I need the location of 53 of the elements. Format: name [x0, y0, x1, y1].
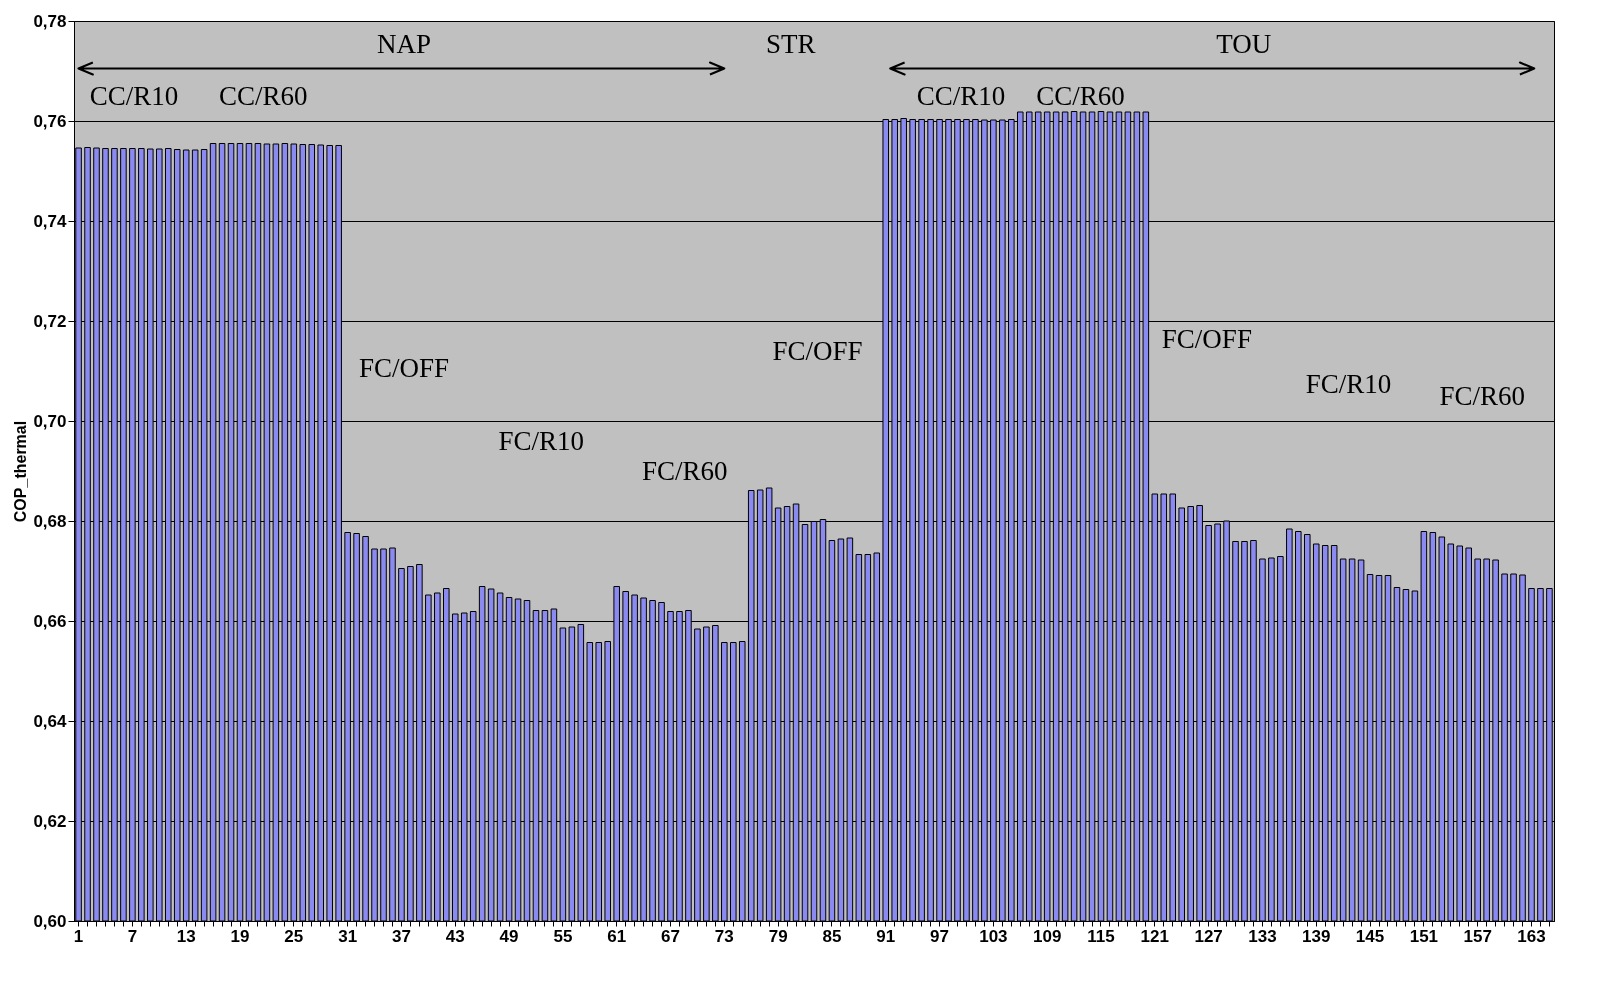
annotation: NAP [377, 29, 432, 59]
x-tick-label: 73 [714, 926, 734, 946]
y-tick-label: 0,70 [33, 411, 67, 431]
annotation: STR [765, 29, 816, 59]
y-tick-label: 0,74 [33, 211, 68, 231]
x-tick-label: 31 [338, 926, 358, 946]
x-tick-label: 61 [607, 926, 627, 946]
x-tick-label: 43 [445, 926, 465, 946]
x-tick-label: 79 [768, 926, 788, 946]
annotation: FC/R10 [498, 426, 585, 456]
x-tick-label: 67 [661, 926, 680, 946]
x-tick-label: 37 [391, 926, 411, 946]
y-tick-label: 0,60 [33, 911, 67, 931]
x-tick-label: 13 [176, 926, 196, 946]
x-tick-label: 97 [930, 926, 950, 946]
annotation: FC/R60 [1439, 381, 1526, 411]
x-tick-label: 109 [1033, 926, 1062, 946]
x-tick-label: 157 [1463, 926, 1492, 946]
y-tick-label: 0,62 [33, 811, 67, 831]
x-tick-label: 163 [1517, 926, 1546, 946]
x-tick-label: 49 [499, 926, 519, 946]
x-tick-label: 19 [230, 926, 250, 946]
x-tick-label: 91 [876, 926, 896, 946]
x-tick-label: 145 [1355, 926, 1385, 946]
x-tick-label: 25 [284, 926, 304, 946]
x-tick-label: 115 [1087, 926, 1115, 946]
x-tick-label: 103 [979, 926, 1008, 946]
annotation: FC/R10 [1305, 368, 1392, 399]
annotation: CC/R10 [89, 81, 179, 111]
x-tick-label: 1 [73, 926, 84, 946]
y-axis-title: COP_thermal [12, 420, 30, 523]
x-tick-label: 55 [553, 926, 573, 946]
y-tick-label: 0,66 [33, 611, 67, 631]
x-tick-label: 85 [822, 926, 842, 946]
y-tick-label: 0,76 [33, 111, 67, 131]
x-tick-label: 139 [1302, 926, 1331, 946]
y-tick-label: 0,78 [33, 11, 67, 31]
annotation: CC/R60 [1036, 81, 1125, 111]
annotation: CC/R10 [916, 81, 1006, 111]
annotation: CC/R60 [218, 81, 308, 111]
y-tick-label: 0,68 [33, 511, 67, 531]
annotation: FC/R60 [642, 456, 728, 486]
y-tick-label: 0,72 [33, 311, 67, 331]
annotation: FC/OFF [359, 352, 450, 383]
x-tick-label: 151 [1409, 926, 1439, 946]
x-tick-label: 127 [1194, 926, 1223, 946]
annotation: TOU [1216, 29, 1272, 59]
x-tick-label: 133 [1248, 926, 1277, 946]
x-tick-label: 121 [1140, 926, 1169, 946]
annotation: FC/OFF [772, 336, 863, 366]
x-tick-label: 7 [127, 926, 138, 946]
annotation: FC/OFF [1161, 324, 1252, 354]
y-tick-label: 0,64 [33, 711, 68, 731]
